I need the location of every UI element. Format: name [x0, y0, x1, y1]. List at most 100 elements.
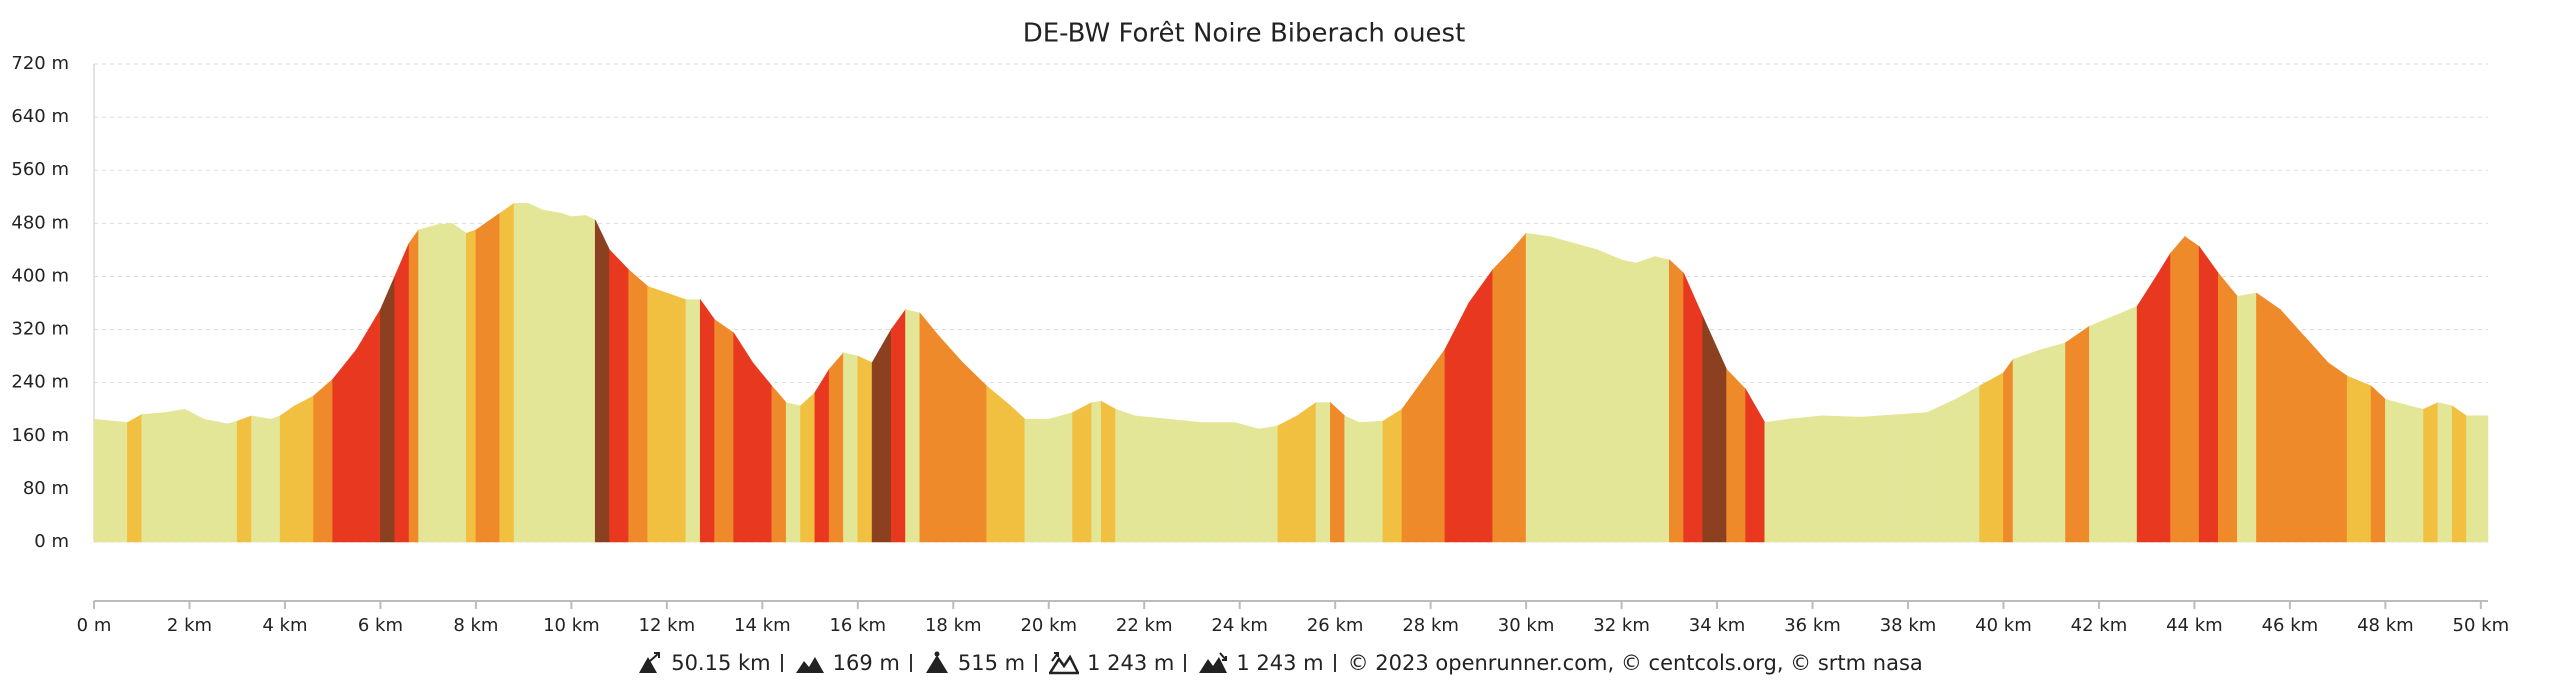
profile-segment [2370, 385, 2386, 543]
profile-segment [1764, 418, 1789, 543]
profile-segment [1621, 259, 1637, 543]
x-tick-label: 10 km [543, 615, 600, 636]
profile-segment [752, 361, 773, 543]
x-tick-label: 42 km [2071, 615, 2128, 636]
profile-segment [394, 243, 410, 543]
x-tick-label: 40 km [1975, 615, 2032, 636]
descent-icon [1199, 652, 1228, 673]
profile-segment [1898, 412, 1928, 543]
profile-segment [1788, 415, 1823, 543]
profile-segment [332, 348, 357, 543]
profile-segment [1702, 316, 1727, 543]
separator [1035, 654, 1038, 672]
profile-segment [785, 402, 801, 543]
profile-segment [203, 418, 228, 543]
profile-segment [1669, 259, 1684, 543]
min-altitude-icon [795, 657, 824, 673]
x-tick-label: 0 m [77, 615, 112, 636]
profile-segment [485, 212, 501, 543]
profile-segment [2451, 405, 2467, 543]
profile-segment [890, 308, 906, 543]
profile-segment [313, 378, 333, 543]
profile-segment [513, 203, 529, 543]
profile-segment [1573, 242, 1599, 543]
x-tick-label: 28 km [1402, 615, 1459, 636]
x-tick-label: 32 km [1593, 615, 1650, 636]
profile-segment [127, 414, 143, 543]
separator [780, 654, 783, 672]
profile-segment [800, 391, 816, 543]
profile-segment [962, 362, 987, 543]
profile-segment [871, 328, 892, 543]
profile-segment [1525, 232, 1551, 543]
profile-segment [2012, 349, 2042, 543]
x-tick-label: 38 km [1880, 615, 1937, 636]
profile-segment [2112, 305, 2138, 543]
profile-segment [685, 299, 701, 543]
chart-title: DE-BW Forêt Noire Biberach ouest [1023, 19, 1466, 49]
profile-segment [356, 308, 381, 543]
profile-segment [2003, 358, 2014, 543]
footer: 50.15 km 169 m 515 m 1 243 m 1 243 m © 2… [0, 648, 2560, 678]
profile-segment [666, 292, 687, 543]
profile-segment [1167, 418, 1202, 543]
profile-segment [2184, 236, 2200, 543]
profile-segment [542, 209, 563, 543]
profile-segment [2170, 235, 2186, 543]
stat: 50.15 km [671, 651, 771, 675]
profile-segment [699, 298, 715, 543]
profile-segment [165, 408, 185, 543]
profile-segment [1277, 415, 1298, 543]
profile-segment [294, 395, 314, 543]
profile-segment [2327, 362, 2348, 543]
profile-segment [1401, 381, 1422, 543]
profile-segment [93, 418, 128, 543]
separator [909, 654, 912, 672]
profile-segment [236, 415, 252, 543]
stat: 1 243 m [1087, 651, 1175, 675]
chart: DE-BW Forêt Noire Biberach ouest 0 m 80 m… [11, 19, 2510, 637]
profile-segment [2217, 272, 2238, 543]
profile-segment [1048, 412, 1073, 543]
x-tick-label: 14 km [734, 615, 791, 636]
profile-segment [499, 202, 515, 543]
profile-segment [1315, 402, 1331, 543]
x-tick-label: 24 km [1211, 615, 1268, 636]
profile-segment [1511, 232, 1527, 543]
profile-segment [2237, 292, 2257, 543]
profile-segment [451, 222, 467, 543]
profile-segment [1344, 415, 1360, 543]
profile-segment [1072, 402, 1092, 543]
profile-segment [227, 420, 238, 543]
x-tick-label: 50 km [2453, 615, 2510, 636]
profile-segment [1115, 408, 1135, 543]
profile-segment [2303, 335, 2329, 543]
x-tick-label: 26 km [1307, 615, 1364, 636]
profile-segment [2041, 342, 2066, 543]
profile-segment [466, 229, 477, 543]
profile-segment [2423, 402, 2439, 543]
profile-segment [986, 385, 1011, 543]
y-tick-label: 80 m [23, 478, 69, 499]
y-tick-label: 320 m [11, 319, 69, 340]
profile-segment [1100, 400, 1116, 543]
stat: 515 m [957, 651, 1026, 675]
x-tick-label: 18 km [925, 615, 982, 636]
y-tick-label: 640 m [11, 106, 69, 127]
profile-segment [628, 269, 649, 543]
profile-segment [2408, 405, 2424, 543]
profile-segment [1134, 415, 1169, 543]
x-tick-label: 36 km [1784, 615, 1841, 636]
profile-segment [571, 215, 586, 543]
profile-segment [1683, 273, 1704, 543]
x-tick-label: 12 km [639, 615, 696, 636]
profile-segment [771, 385, 787, 543]
profile-segment [2136, 275, 2157, 543]
x-tick-label: 2 km [167, 615, 212, 636]
profile-segment [1926, 398, 1957, 543]
y-tick-label: 240 m [11, 372, 69, 393]
profile-segment [905, 309, 921, 543]
profile-segment [2155, 252, 2171, 543]
profile-segment [1597, 249, 1622, 543]
profile-segment [437, 223, 453, 543]
